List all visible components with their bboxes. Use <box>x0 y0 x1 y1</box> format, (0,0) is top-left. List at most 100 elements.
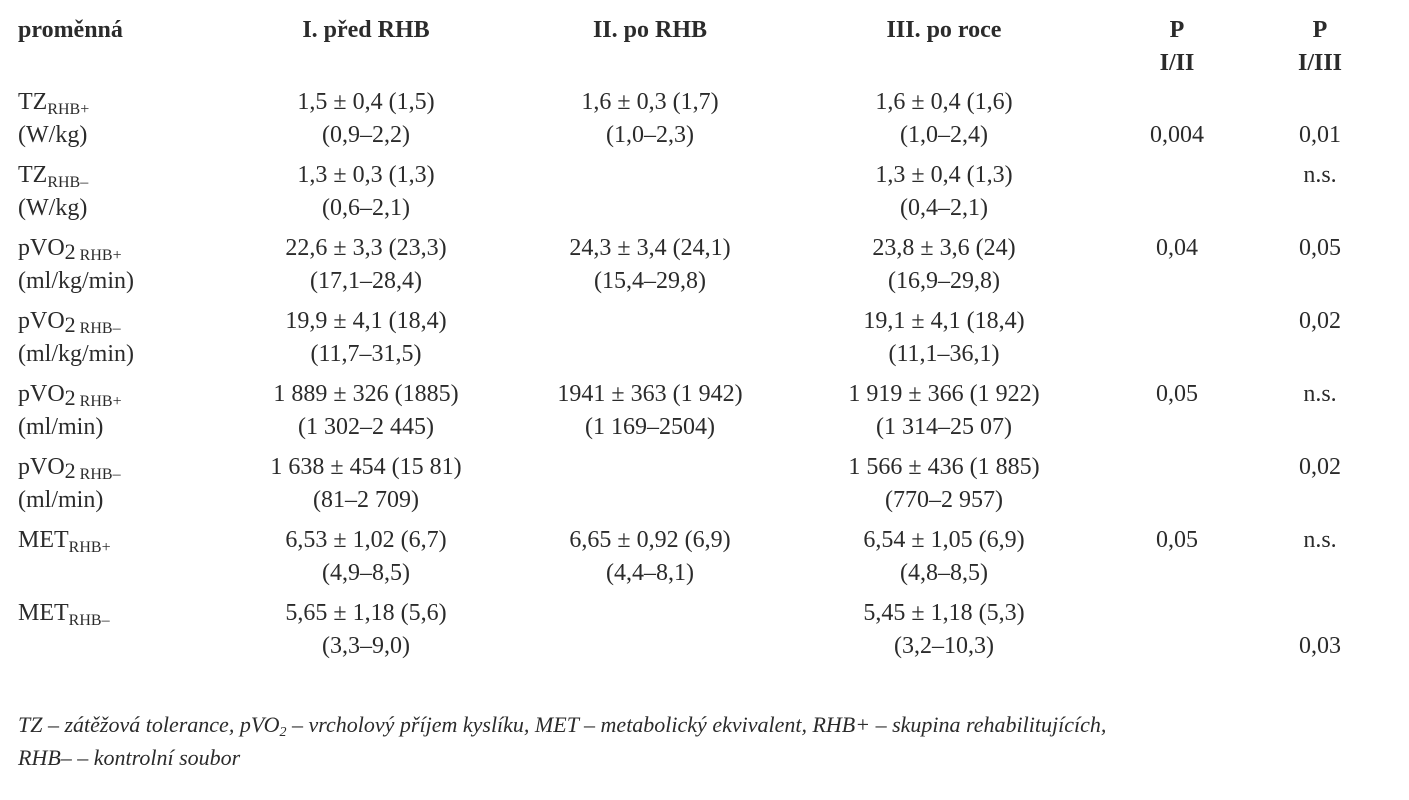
variable-main: TZ <box>18 162 48 188</box>
table-header: proměnná I. před RHB II. po RHB III. po … <box>18 14 1388 86</box>
range: (16,9–29,8) <box>888 268 1000 294</box>
header-cell-before-rhb: I. před RHB <box>218 14 514 86</box>
variable-subscript: RHB+ <box>68 539 111 556</box>
footnote-line-1: TZ – zátěžová tolerance, pVO2 – vrcholov… <box>18 708 1388 741</box>
range: (17,1–28,4) <box>310 268 422 294</box>
p-value-1-2: 0,04 <box>1156 235 1198 261</box>
variable-subscript: RHB+ <box>75 393 122 410</box>
p-value-1-3: 0,02 <box>1299 454 1341 480</box>
header-cell-p-1-3: P I/III <box>1252 14 1388 86</box>
p-value-1-2-cell: 0,004 <box>1102 86 1252 159</box>
table-row: TZRHB– (W/kg) 1,3 ± 0,3 (1,3) (0,6–2,1) 1,3 … <box>18 159 1388 232</box>
header-cell-after-year: III. po roce <box>786 14 1102 86</box>
table-row: METRHB– 5,65 ± 1,18 (5,6) (3,3–9,0) 5,45 ± … <box>18 597 1388 687</box>
variable-name: pVO2 RHB+ <box>18 232 218 265</box>
variable-name: pVO2 RHB+ <box>18 378 218 411</box>
range: (15,4–29,8) <box>594 268 706 294</box>
variable-name: pVO2 RHB– <box>18 451 218 484</box>
results-table: proměnná I. před RHB II. po RHB III. po … <box>18 14 1388 687</box>
header-row: proměnná I. před RHB II. po RHB III. po … <box>18 14 1388 86</box>
value-cell-year: 1 566 ± 436 (1 885) (770–2 957) <box>786 451 1102 524</box>
mean-sd-median: 1 919 ± 366 (1 922) <box>848 381 1040 407</box>
table-footnote: TZ – zátěžová tolerance, pVO2 – vrcholov… <box>18 708 1388 774</box>
variable-main: MET <box>18 527 69 553</box>
value-cell-year: 23,8 ± 3,6 (24) (16,9–29,8) <box>786 232 1102 305</box>
range: (4,8–8,5) <box>900 560 988 586</box>
range: (1,0–2,3) <box>606 122 694 148</box>
mean-sd-median: 1941 ± 363 (1 942) <box>557 381 743 407</box>
p-value-1-2-cell: 0,05 <box>1102 378 1252 451</box>
mean-sd-median: 6,54 ± 1,05 (6,9) <box>863 527 1025 553</box>
header-cell-p-1-2: P I/II <box>1102 14 1252 86</box>
variable-name: pVO2 RHB– <box>18 305 218 338</box>
p-value-1-2-cell <box>1102 159 1252 232</box>
value-cell-year: 6,54 ± 1,05 (6,9) (4,8–8,5) <box>786 524 1102 597</box>
variable-main: pVO <box>18 235 65 261</box>
range: (4,9–8,5) <box>322 560 410 586</box>
value-cell-year: 1 919 ± 366 (1 922) (1 314–25 07) <box>786 378 1102 451</box>
value-cell-before: 6,53 ± 1,02 (6,7) (4,9–8,5) <box>218 524 514 597</box>
variable-name: METRHB– <box>18 597 218 630</box>
mean-sd-median: 1,6 ± 0,3 (1,7) <box>581 89 719 115</box>
range: (770–2 957) <box>885 487 1003 513</box>
p-value-1-2: 0,05 <box>1156 527 1198 553</box>
range: (3,2–10,3) <box>894 633 994 659</box>
variable-name: METRHB+ <box>18 524 218 557</box>
p-value-1-3: 0,01 <box>1299 122 1341 148</box>
variable-subscript-2: 2 <box>64 458 76 483</box>
variable-main: pVO <box>18 308 65 334</box>
p-value-1-2: 0,004 <box>1150 122 1204 148</box>
mean-sd-median: 6,65 ± 0,92 (6,9) <box>569 527 731 553</box>
variable-cell: METRHB– <box>18 597 218 687</box>
mean-sd-median: 1,5 ± 0,4 (1,5) <box>297 89 435 115</box>
value-cell-after <box>514 451 786 524</box>
footnote-text: – vrcholový příjem kyslíku, MET – metabo… <box>286 712 1107 737</box>
p-value-1-3: n.s. <box>1303 527 1337 553</box>
table-row: METRHB+ 6,53 ± 1,02 (6,7) (4,9–8,5) 6,65 ± … <box>18 524 1388 597</box>
value-cell-after <box>514 159 786 232</box>
variable-main: pVO <box>18 454 65 480</box>
p-value-1-3-cell: 0,05 <box>1252 232 1388 305</box>
variable-unit: (ml/kg/min) <box>18 268 134 294</box>
mean-sd-median: 19,1 ± 4,1 (18,4) <box>863 308 1025 334</box>
footnote-text: TZ – zátěžová tolerance, pVO <box>18 712 280 737</box>
header-label: III. po roce <box>886 17 1002 43</box>
mean-sd-median: 6,53 ± 1,02 (6,7) <box>285 527 447 553</box>
variable-cell: TZRHB+ (W/kg) <box>18 86 218 159</box>
variable-name: TZRHB+ <box>18 86 218 119</box>
value-cell-before: 19,9 ± 4,1 (18,4) (11,7–31,5) <box>218 305 514 378</box>
mean-sd-median: 1,3 ± 0,4 (1,3) <box>875 162 1013 188</box>
mean-sd-median: 19,9 ± 4,1 (18,4) <box>285 308 447 334</box>
p-value-1-2-cell: 0,04 <box>1102 232 1252 305</box>
range: (1,0–2,4) <box>900 122 988 148</box>
variable-subscript: RHB– <box>68 612 110 629</box>
variable-subscript-2: 2 <box>64 385 76 410</box>
mean-sd-median: 1 638 ± 454 (15 81) <box>270 454 462 480</box>
mean-sd-median: 24,3 ± 3,4 (24,1) <box>569 235 731 261</box>
header-label-sub: I/III <box>1297 50 1343 76</box>
value-cell-year: 5,45 ± 1,18 (5,3) (3,2–10,3) <box>786 597 1102 687</box>
p-value-1-3: 0,05 <box>1299 235 1341 261</box>
value-cell-after <box>514 597 786 687</box>
variable-subscript: RHB+ <box>75 247 122 264</box>
header-label: P <box>1312 17 1328 43</box>
range: (0,6–2,1) <box>322 195 410 221</box>
mean-sd-median: 23,8 ± 3,6 (24) <box>872 235 1016 261</box>
table-row: pVO2 RHB– (ml/min) 1 638 ± 454 (15 81) (81–… <box>18 451 1388 524</box>
value-cell-after: 24,3 ± 3,4 (24,1) (15,4–29,8) <box>514 232 786 305</box>
variable-unit: (ml/min) <box>18 487 104 513</box>
variable-cell: TZRHB– (W/kg) <box>18 159 218 232</box>
header-label: I. před RHB <box>302 17 430 43</box>
value-cell-year: 1,6 ± 0,4 (1,6) (1,0–2,4) <box>786 86 1102 159</box>
header-label-sub: I/II <box>1159 50 1195 76</box>
table-row: pVO2 RHB+ (ml/min) 1 889 ± 326 (1885) (1 30… <box>18 378 1388 451</box>
variable-cell: pVO2 RHB– (ml/min) <box>18 451 218 524</box>
variable-cell: pVO2 RHB+ (ml/min) <box>18 378 218 451</box>
range: (1 169–2504) <box>585 414 715 440</box>
p-value-1-3-cell: n.s. <box>1252 159 1388 232</box>
value-cell-before: 5,65 ± 1,18 (5,6) (3,3–9,0) <box>218 597 514 687</box>
p-value-1-3-cell: 0,03 <box>1252 597 1388 687</box>
p-value-1-2: 0,05 <box>1156 381 1198 407</box>
p-value-1-2-cell <box>1102 305 1252 378</box>
variable-unit: (W/kg) <box>18 195 88 221</box>
